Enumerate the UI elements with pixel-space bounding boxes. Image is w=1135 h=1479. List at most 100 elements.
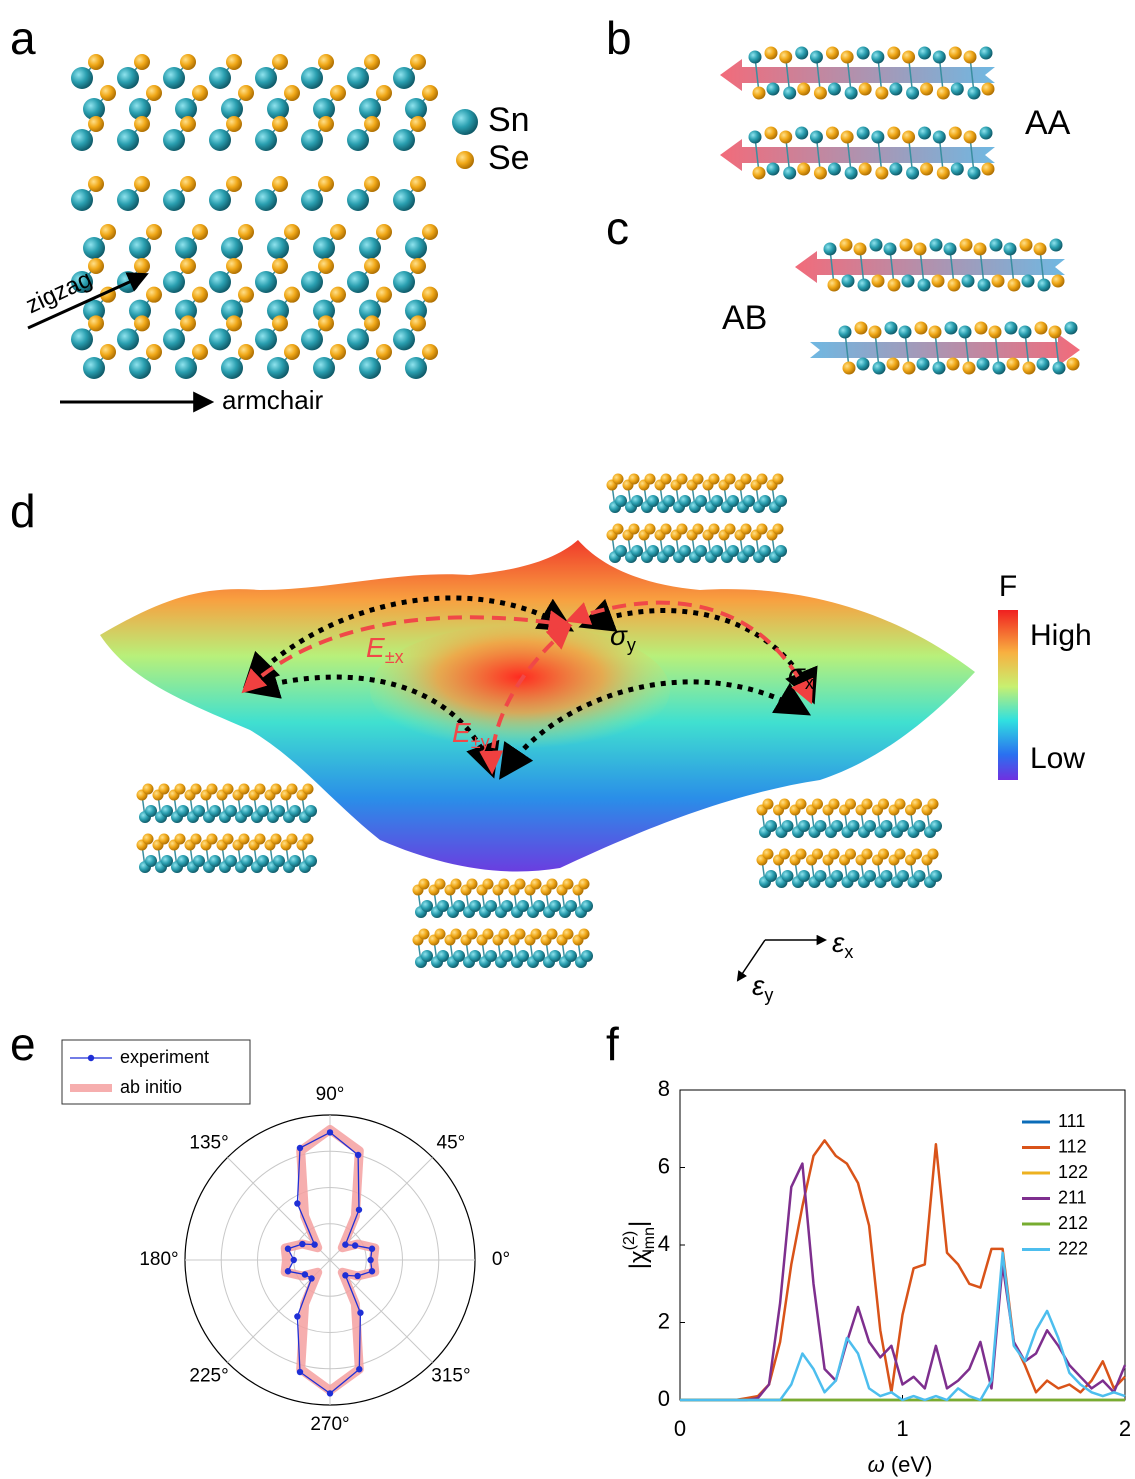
sn-atom — [1037, 358, 1050, 371]
sn-atom — [1004, 243, 1017, 256]
se-atom — [814, 87, 827, 100]
sn-atom — [405, 237, 427, 259]
sn-atom — [359, 237, 381, 259]
polar-point — [342, 1241, 348, 1247]
se-atom — [146, 287, 162, 303]
sn-atom — [163, 67, 185, 89]
sn-atom — [848, 870, 860, 882]
se-atom — [134, 176, 150, 192]
se-atom — [134, 315, 150, 331]
sn-atom — [313, 237, 335, 259]
se-atom — [364, 54, 380, 70]
sn-atom — [845, 167, 858, 180]
sn-atom — [129, 357, 151, 379]
se-atom — [134, 54, 150, 70]
sn-atom — [301, 271, 323, 293]
polar-point — [356, 1207, 362, 1213]
sn-atom — [980, 127, 993, 140]
se-atom — [757, 474, 768, 485]
se-atom — [192, 344, 208, 360]
se-atom — [862, 849, 873, 860]
sn-atom — [759, 545, 771, 557]
sn-atom — [485, 950, 497, 962]
sn-atom — [695, 545, 707, 557]
sn-atom — [1022, 275, 1035, 288]
se-atom — [982, 163, 995, 176]
se-atom — [422, 344, 438, 360]
se-atom — [287, 834, 298, 845]
se-atom — [765, 127, 778, 140]
polar-point — [285, 1246, 291, 1252]
sn-atom — [944, 243, 957, 256]
se-atom — [859, 83, 872, 96]
sn-atom — [83, 357, 105, 379]
sn-atom — [255, 271, 277, 293]
sn-atom — [117, 189, 139, 211]
sn-atom — [501, 950, 513, 962]
sn-atom — [906, 87, 919, 100]
se-atom — [467, 929, 478, 940]
sn-icon — [452, 109, 478, 135]
se-atom — [613, 474, 624, 485]
x-tick-label: 1 — [896, 1416, 908, 1441]
se-atom — [547, 879, 558, 890]
sn-atom — [727, 495, 739, 507]
se-atom — [887, 127, 900, 140]
angle-label: 270° — [310, 1414, 349, 1435]
sn-atom — [163, 271, 185, 293]
se-atom — [180, 258, 196, 274]
sn-atom — [864, 820, 876, 832]
sn-atom — [533, 900, 545, 912]
sn-atom — [914, 870, 926, 882]
sn-atom — [71, 189, 93, 211]
sn-atom — [749, 51, 762, 64]
colorbar — [998, 610, 1018, 780]
se-atom — [88, 176, 104, 192]
sn-atom — [815, 870, 827, 882]
se-atom — [410, 54, 426, 70]
sn-atom — [795, 47, 808, 60]
se-atom — [928, 799, 939, 810]
sn-atom — [870, 239, 883, 252]
sn-atom — [485, 900, 497, 912]
sn-atom — [663, 495, 675, 507]
se-atom — [180, 315, 196, 331]
se-atom — [159, 834, 170, 845]
series-line — [680, 1253, 1125, 1400]
sn-atom — [581, 950, 593, 962]
se-atom — [869, 326, 882, 339]
sn-atom — [257, 805, 269, 817]
se-atom — [929, 326, 942, 339]
sn-atom — [313, 357, 335, 379]
se-atom — [238, 287, 254, 303]
strain-label: εy — [752, 970, 773, 1004]
sn-atom — [933, 51, 946, 64]
se-atom — [287, 784, 298, 795]
sn-atom — [980, 47, 993, 60]
se-atom — [303, 834, 314, 845]
sn-atom — [962, 275, 975, 288]
sn-atom — [857, 47, 870, 60]
angle-label: 135° — [189, 1132, 228, 1153]
sn-atom — [815, 820, 827, 832]
symbol: E — [366, 632, 385, 663]
se-atom — [330, 224, 346, 240]
sn-atom — [347, 328, 369, 350]
se-atom — [483, 879, 494, 890]
se-atom — [239, 784, 250, 795]
polar-point — [311, 1241, 317, 1247]
sn-atom — [163, 129, 185, 151]
polar-point — [369, 1268, 375, 1274]
sn-atom — [437, 900, 449, 912]
se-atom — [613, 524, 624, 535]
sn-atom — [828, 163, 841, 176]
sn-atom — [267, 357, 289, 379]
se-atom — [949, 127, 962, 140]
se-atom — [829, 849, 840, 860]
se-atom — [902, 51, 915, 64]
se-atom — [318, 176, 334, 192]
x-tick-label: 2 — [1119, 1416, 1131, 1441]
se-atom — [840, 239, 853, 252]
y-axis-label: |χ(2)lmn| — [621, 1221, 658, 1269]
se-atom — [661, 474, 672, 485]
